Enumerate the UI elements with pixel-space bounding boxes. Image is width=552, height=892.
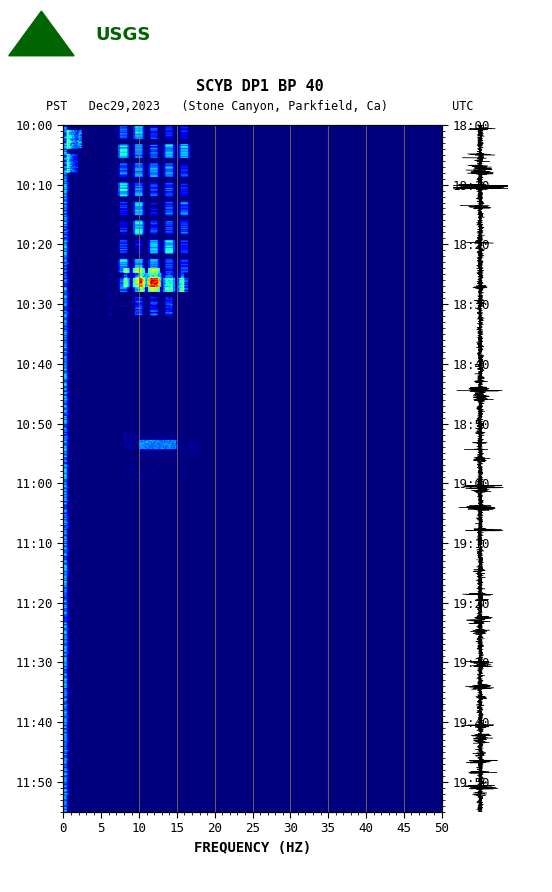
X-axis label: FREQUENCY (HZ): FREQUENCY (HZ) bbox=[194, 840, 311, 855]
Polygon shape bbox=[9, 11, 74, 55]
Text: SCYB DP1 BP 40: SCYB DP1 BP 40 bbox=[195, 78, 323, 94]
Text: USGS: USGS bbox=[95, 26, 151, 44]
Text: PST   Dec29,2023   (Stone Canyon, Parkfield, Ca)         UTC: PST Dec29,2023 (Stone Canyon, Parkfield,… bbox=[46, 100, 473, 113]
